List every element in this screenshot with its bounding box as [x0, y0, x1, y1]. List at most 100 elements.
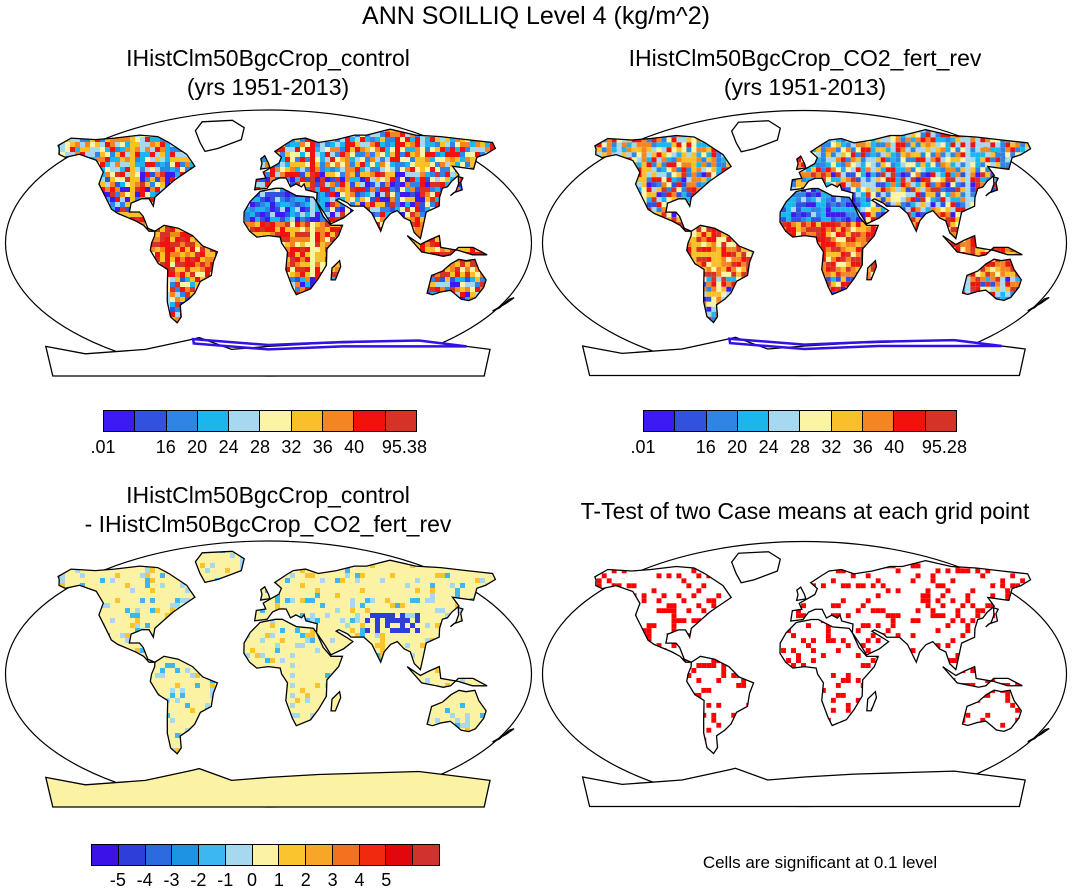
landmass-africa	[779, 187, 880, 296]
landmass-namerica	[57, 134, 196, 232]
colorbar-difference-swatch	[199, 845, 226, 865]
colorbar-co2-fert-rev-tick-label: 32	[821, 437, 841, 458]
colorbar-difference-tick-label: 1	[274, 870, 284, 891]
colorbar-difference-swatch	[252, 845, 280, 865]
landmass-greenland	[194, 550, 245, 584]
landmass-namerica	[594, 565, 733, 663]
colorbar-control-swatch	[104, 411, 136, 431]
landmass-samerica	[149, 655, 219, 755]
map-co2-fert-rev	[541, 109, 1068, 377]
colorbar-control-tick-label: .01	[90, 437, 115, 458]
colorbar-difference-swatch	[306, 845, 333, 865]
colorbar-co2-fert-rev-swatch	[863, 411, 895, 431]
colorbar-control-tick-label: 16	[156, 437, 176, 458]
landmass-samerica	[686, 224, 755, 324]
landmass-japan	[985, 606, 1000, 628]
colorbar-difference-swatch	[359, 845, 387, 865]
colorbar-control-tick-label: 40	[344, 437, 364, 458]
landmass-samerica	[149, 224, 219, 324]
landmass-greenland	[730, 120, 782, 153]
colorbar-control	[103, 410, 417, 432]
landmass-eurasia	[253, 559, 497, 671]
landmass-japan	[449, 175, 464, 197]
landmass-nz	[1027, 727, 1050, 743]
landmass-nz	[492, 297, 515, 312]
colorbar-difference-tick-label: 5	[381, 870, 391, 891]
colorbar-difference-tick-label: 0	[247, 870, 257, 891]
colorbar-co2-fert-rev-tick-label: 40	[884, 437, 904, 458]
panel-bottom-right-title-line1: T-Test of two Case means at each grid po…	[540, 497, 1070, 526]
colorbar-control-tick-label: 36	[313, 437, 333, 458]
landmass-indonesia	[942, 665, 1023, 688]
colorbar-co2-fert-rev-swatch	[925, 411, 956, 431]
colorbar-control-swatch	[291, 411, 324, 431]
landmass-namerica	[57, 565, 196, 663]
landmass-madagascar	[866, 259, 878, 281]
colorbar-difference-tick-label: -2	[190, 870, 206, 891]
colorbar-control-tick-label: 24	[219, 437, 239, 458]
landmass-nz	[492, 728, 515, 743]
colorbar-control-swatch	[354, 411, 386, 431]
landmass-greenland	[194, 119, 245, 153]
colorbar-difference-tick-label: -1	[217, 870, 233, 891]
colorbar-co2-fert-rev-tick-label: 20	[727, 437, 747, 458]
panel-top-right-title-line1: IHistClm50BgcCrop_CO2_fert_rev	[568, 44, 1042, 73]
colorbar-difference-swatch	[118, 845, 146, 865]
landmass-uk	[795, 155, 807, 171]
colorbar-co2-fert-rev-swatch	[800, 411, 832, 431]
landmass-eurasia	[253, 128, 497, 240]
colorbar-control-swatch	[323, 411, 355, 431]
landmass-eurasia	[789, 559, 1032, 671]
colorbar-difference-swatch	[279, 845, 307, 865]
colorbar-difference-swatch	[92, 845, 119, 865]
landmass-antarctica	[581, 767, 1026, 808]
colorbar-control-tick-label: 28	[250, 437, 270, 458]
colorbar-co2-fert-rev-swatch	[769, 411, 801, 431]
panel-top-right-title-line2: (yrs 1951-2013)	[568, 73, 1042, 102]
antarctic-coast-band	[727, 337, 1002, 351]
landmass-australia	[961, 689, 1023, 733]
colorbar-difference-tick-label: -5	[110, 870, 126, 891]
landmass-indonesia	[406, 665, 488, 688]
landmass-indonesia	[942, 234, 1023, 257]
figure-title: ANN SOILLIQ Level 4 (kg/m^2)	[0, 2, 1072, 31]
colorbar-control-swatch	[260, 411, 292, 431]
map-control	[4, 109, 533, 377]
landmass-nz	[1027, 296, 1050, 312]
panel-title-top-right: IHistClm50BgcCrop_CO2_fert_rev (yrs 1951…	[568, 44, 1042, 102]
colorbar-difference-tick-label: 3	[328, 870, 338, 891]
landmass-africa	[243, 618, 344, 727]
landmass-uk	[259, 154, 271, 170]
antarctic-coast-band	[191, 337, 467, 351]
colorbar-co2-fert-rev-swatch	[706, 411, 738, 431]
colorbar-control-tick-label: 20	[187, 437, 207, 458]
colorbar-control-swatch	[135, 411, 167, 431]
landmass-namerica	[594, 134, 733, 232]
map-difference	[4, 540, 533, 808]
landmass-madagascar	[866, 690, 878, 712]
landmass-uk	[795, 586, 807, 602]
colorbar-co2-fert-rev-swatch	[894, 411, 926, 431]
panel-top-left-title-line1: IHistClm50BgcCrop_control	[31, 44, 505, 73]
colorbar-difference-swatch	[172, 845, 200, 865]
colorbar-co2-fert-rev-tick-label: 28	[790, 437, 810, 458]
panel-title-top-left: IHistClm50BgcCrop_control (yrs 1951-2013…	[31, 44, 505, 102]
panel-bottom-left-title-line2: - IHistClm50BgcCrop_CO2_fert_rev	[31, 510, 505, 539]
landmass-africa	[779, 618, 880, 727]
landmass-antarctica	[44, 767, 491, 808]
colorbar-co2-fert-rev-tick-label: 24	[759, 437, 779, 458]
colorbar-difference-tick-label: -3	[164, 870, 180, 891]
colorbar-co2-fert-rev-tick-label: 36	[853, 437, 873, 458]
landmass-indonesia	[406, 234, 488, 257]
landmass-australia	[426, 258, 487, 302]
colorbar-difference-tick-label: -4	[137, 870, 153, 891]
landmass-africa	[243, 187, 344, 296]
colorbar-control-swatch	[197, 411, 230, 431]
colorbar-control-tick-label: 32	[281, 437, 301, 458]
panel-title-bottom-left: IHistClm50BgcCrop_control - IHistClm50Bg…	[31, 481, 505, 539]
landmass-greenland	[730, 551, 782, 584]
colorbar-difference-swatch	[332, 845, 360, 865]
colorbar-difference-tick-label: 2	[301, 870, 311, 891]
landmass-uk	[259, 585, 271, 601]
colorbar-co2-fert-rev-tick-label: 95.28	[922, 437, 967, 458]
